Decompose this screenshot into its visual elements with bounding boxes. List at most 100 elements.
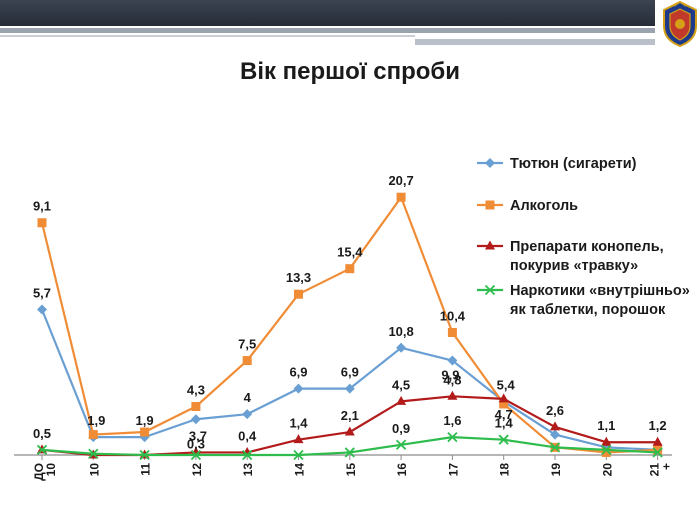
- data-label-series-3: 1,4: [495, 416, 514, 431]
- x-tick-label: 19: [549, 463, 563, 477]
- series-3-point: [395, 439, 407, 450]
- series-0-point: [242, 409, 253, 420]
- data-label-series-3: 1,6: [443, 413, 461, 428]
- data-label-series-2: 4,5: [392, 377, 410, 392]
- series-3-point: [139, 449, 150, 461]
- legend-marker-2: [485, 240, 495, 250]
- series-1-point: [499, 399, 509, 409]
- series-2-point: [550, 421, 560, 431]
- legend-marker-3: [484, 284, 496, 296]
- series-1-point: [294, 289, 303, 299]
- x-tick-label: 11: [139, 463, 153, 476]
- series-1-point: [140, 427, 150, 437]
- data-label-series-1: 13,3: [286, 270, 311, 285]
- header-stripe-short: [415, 39, 655, 45]
- series-2-point: [344, 426, 355, 436]
- series-2-point: [498, 393, 509, 403]
- series-2-point: [447, 390, 458, 400]
- emblem-logo: [663, 0, 697, 48]
- series-3-point: [344, 447, 355, 458]
- page-title: Вік першої спроби: [239, 58, 460, 85]
- data-label-series-2: 4,7: [495, 407, 513, 422]
- legend-marker-0: [485, 158, 495, 168]
- series-1-point: [191, 402, 201, 412]
- x-tick-label: 16: [395, 463, 409, 477]
- series-0-point: [37, 304, 47, 315]
- series-3-point: [652, 447, 663, 458]
- data-label-series-2: 2,1: [341, 408, 359, 423]
- data-label-series-0: 1,9: [87, 413, 105, 428]
- series-2-point: [293, 434, 304, 444]
- data-label-series-0: 3,7: [189, 428, 207, 443]
- legend-label-1: Алкоголь: [510, 198, 578, 214]
- x-tick-label: 17: [446, 463, 460, 477]
- x-tick-label: 15: [344, 463, 358, 477]
- header-stripe-thin: [0, 35, 415, 37]
- legend-label-2: Препарати конопель,: [510, 239, 664, 255]
- x-tick-label: 13: [241, 463, 255, 477]
- series-1-point: [88, 430, 98, 440]
- series-3-point: [36, 444, 48, 456]
- data-label-series-0: 6,9: [341, 365, 359, 380]
- x-tick-label: 12: [190, 463, 204, 477]
- data-label-series-0: 9,9: [441, 368, 459, 383]
- series-3-point: [498, 434, 509, 445]
- legend-label-0: Тютюн (сигарети): [510, 156, 637, 172]
- data-label-series-0: 1,9: [136, 413, 154, 428]
- data-label-series-0: 6,9: [289, 365, 307, 380]
- data-label-series-2: 4,8: [443, 372, 461, 387]
- x-tick-label: 10: [87, 463, 101, 477]
- series-3-point: [242, 449, 253, 461]
- data-label-series-0: 5,4: [497, 377, 516, 392]
- series-line-2: [41, 395, 658, 457]
- data-label-series-2: 1,2: [649, 418, 667, 433]
- series-0-point: [344, 383, 355, 394]
- x-tick-label: 20: [600, 463, 614, 477]
- series-3-point: [88, 448, 99, 459]
- series-3-point: [447, 431, 458, 443]
- data-label-series-2: 0,3: [187, 436, 205, 451]
- data-label-series-3: 0,9: [392, 421, 410, 436]
- legend-label-3: як таблетки, порошок: [510, 302, 666, 318]
- data-label-series-1: 9,1: [33, 199, 51, 214]
- series-1-point: [345, 264, 355, 274]
- x-tick-label: ДО10: [32, 463, 58, 481]
- series-1-point: [242, 356, 252, 366]
- series-2-point: [396, 395, 407, 405]
- series-3-point: [601, 444, 612, 456]
- legend-marker-1: [485, 200, 495, 210]
- header-bar: [0, 0, 655, 26]
- x-tick-label: 21+: [648, 463, 674, 477]
- data-label-series-2: 1,4: [289, 416, 308, 431]
- series-0-point: [396, 342, 407, 353]
- data-label-series-2: 1,1: [597, 418, 615, 433]
- data-label-series-0: 10,8: [388, 324, 413, 339]
- series-2-point: [652, 436, 663, 446]
- series-3-point: [549, 442, 561, 453]
- series-0-point: [447, 355, 458, 366]
- data-label-series-2: 2,6: [546, 403, 564, 418]
- x-tick-label: 14: [293, 463, 307, 477]
- data-label-series-1: 10,4: [440, 308, 466, 323]
- series-2-point: [601, 436, 612, 446]
- data-label-series-3: 0,5: [33, 426, 51, 441]
- data-label-series-0: 5,7: [33, 286, 51, 301]
- data-label-series-1: 15,4: [337, 245, 363, 260]
- data-label-series-0: 4: [244, 390, 252, 405]
- series-3-point: [293, 449, 304, 461]
- series-1-point: [447, 327, 457, 337]
- header-stripe: [0, 28, 655, 33]
- series-0-point: [190, 414, 201, 425]
- data-label-series-1: 20,7: [388, 173, 413, 188]
- data-label-series-1: 4,3: [187, 383, 205, 398]
- data-label-series-2: 0,4: [238, 428, 257, 443]
- series-1-point: [37, 218, 47, 228]
- series-0-point: [550, 429, 560, 440]
- x-tick-label: 18: [498, 463, 512, 477]
- series-1-point: [601, 447, 611, 457]
- series-1-point: [396, 192, 406, 202]
- series-0-point: [293, 383, 304, 394]
- data-label-series-1: 7,5: [238, 337, 256, 352]
